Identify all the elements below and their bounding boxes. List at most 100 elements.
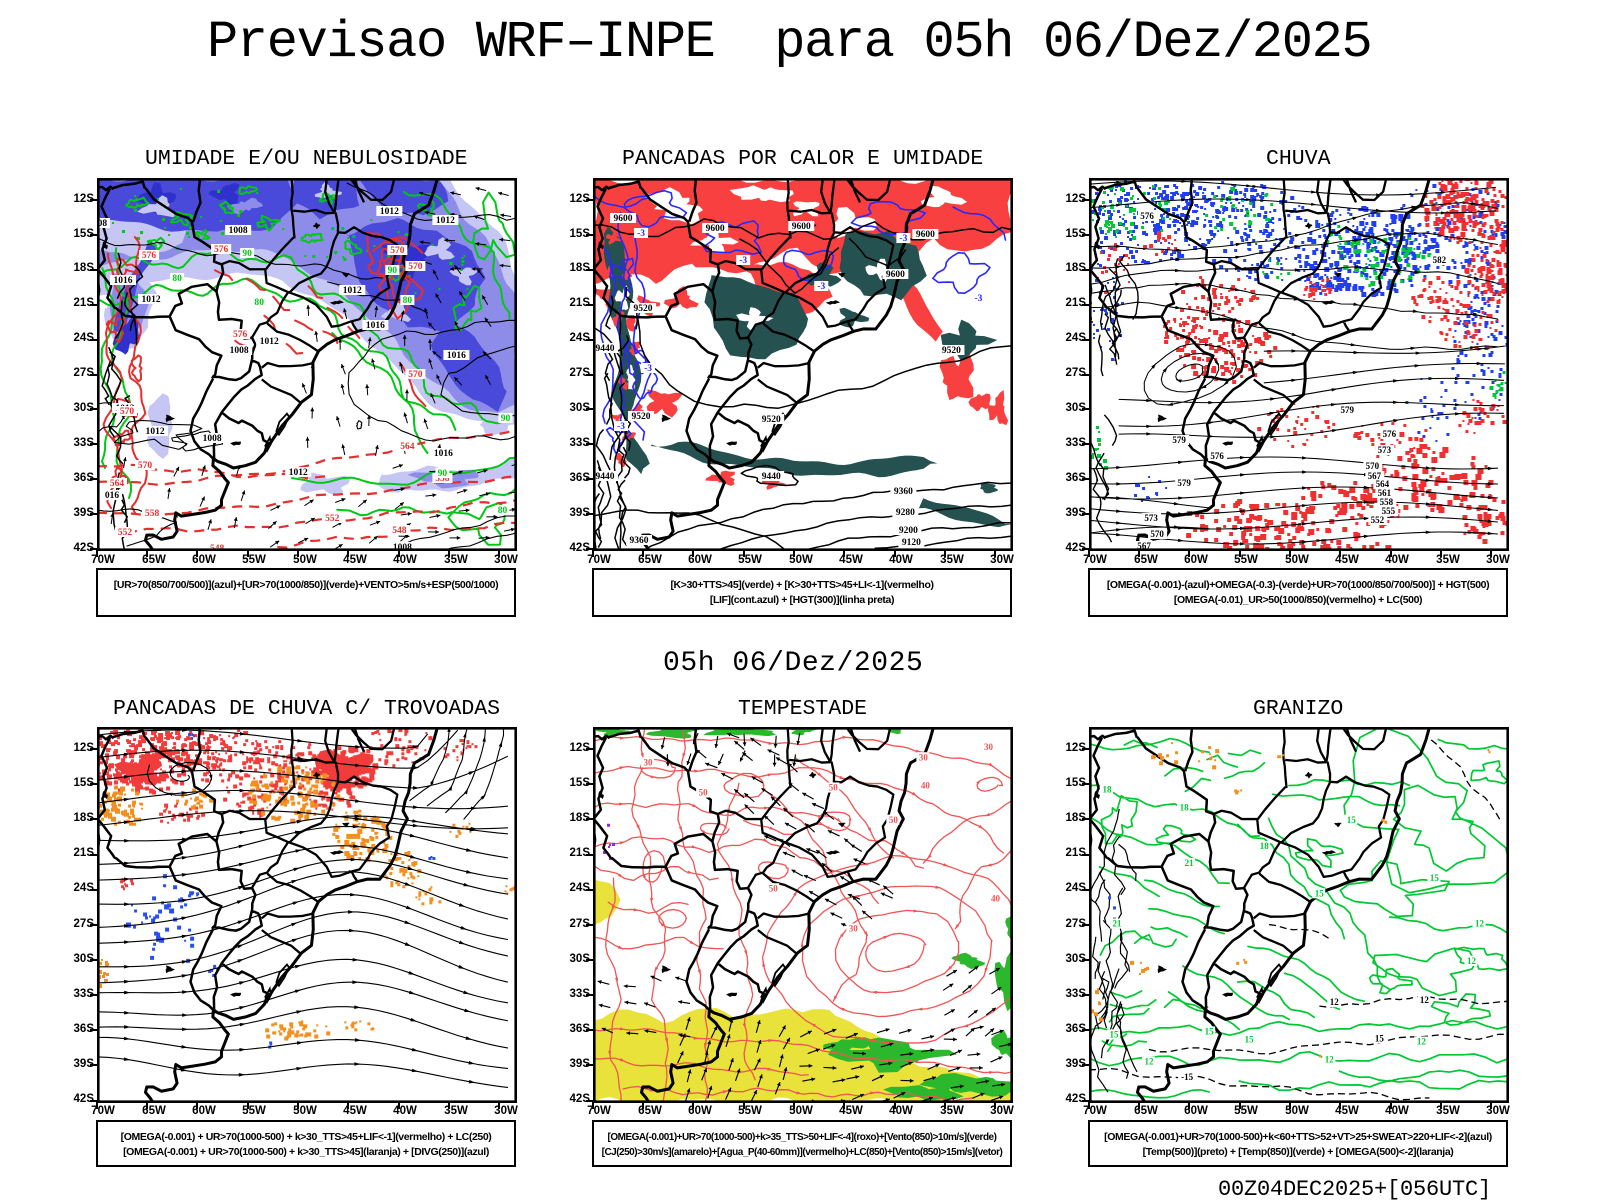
- svg-text:1008: 1008: [202, 434, 221, 444]
- svg-text:40: 40: [920, 780, 929, 790]
- svg-text:50: 50: [768, 883, 777, 893]
- svg-text:570: 570: [408, 262, 423, 272]
- svg-text:552: 552: [325, 514, 340, 524]
- svg-text:12: 12: [1329, 997, 1338, 1007]
- svg-text:552: 552: [1370, 515, 1384, 525]
- svg-text:561: 561: [1377, 488, 1391, 498]
- svg-text:21: 21: [1184, 858, 1193, 868]
- svg-text:15: 15: [1109, 1029, 1118, 1039]
- svg-text:579: 579: [1172, 435, 1186, 445]
- svg-text:15: 15: [1346, 814, 1355, 824]
- svg-text:576: 576: [1140, 211, 1154, 221]
- svg-text:558: 558: [435, 474, 450, 484]
- svg-text:30: 30: [918, 752, 927, 762]
- svg-text:548: 548: [392, 526, 407, 536]
- svg-text:15: 15: [1244, 1034, 1253, 1044]
- svg-text:12: 12: [1324, 1054, 1333, 1064]
- svg-text:50: 50: [888, 814, 897, 824]
- svg-text:18: 18: [1259, 840, 1268, 850]
- svg-text:-3: -3: [644, 364, 652, 374]
- svg-text:576: 576: [214, 245, 229, 255]
- svg-text:18: 18: [1102, 784, 1111, 794]
- svg-text:576: 576: [1382, 429, 1396, 439]
- svg-text:1016: 1016: [446, 351, 465, 361]
- svg-text:80: 80: [254, 298, 264, 308]
- svg-text:576: 576: [141, 251, 156, 261]
- svg-text:1012: 1012: [342, 286, 361, 296]
- svg-text:12: 12: [1466, 955, 1475, 965]
- svg-text:15: 15: [1314, 888, 1323, 898]
- svg-text:18: 18: [1179, 802, 1188, 812]
- svg-text:12: 12: [1416, 1036, 1425, 1046]
- svg-text:9280: 9280: [895, 508, 914, 518]
- svg-text:1012: 1012: [259, 337, 278, 347]
- svg-text:573: 573: [1377, 445, 1391, 455]
- svg-text:570: 570: [1150, 529, 1164, 539]
- svg-text:579: 579: [1340, 405, 1354, 415]
- svg-text:-3: -3: [739, 256, 747, 266]
- svg-text:552: 552: [117, 528, 132, 538]
- svg-text:564: 564: [400, 442, 415, 452]
- svg-text:80: 80: [172, 274, 182, 284]
- svg-text:9440: 9440: [761, 472, 780, 482]
- svg-text:12: 12: [1144, 1056, 1153, 1066]
- svg-text:1008: 1008: [392, 543, 411, 551]
- svg-text:9120: 9120: [901, 538, 920, 548]
- svg-text:9600: 9600: [613, 214, 632, 224]
- svg-text:9600: 9600: [705, 224, 724, 234]
- svg-text:582: 582: [1432, 255, 1446, 265]
- svg-text:-3: -3: [974, 294, 982, 304]
- svg-text:576: 576: [233, 330, 248, 340]
- svg-text:9440: 9440: [595, 344, 614, 354]
- svg-text:564: 564: [1375, 479, 1389, 489]
- svg-text:12: 12: [1419, 995, 1428, 1005]
- svg-text:30: 30: [983, 742, 992, 752]
- svg-text:9520: 9520: [633, 304, 652, 314]
- svg-text:573: 573: [1144, 513, 1158, 523]
- svg-text:90: 90: [437, 469, 447, 479]
- svg-text:1016: 1016: [433, 449, 452, 459]
- svg-text:570: 570: [137, 461, 152, 471]
- svg-text:564: 564: [109, 479, 124, 489]
- svg-text:1008: 1008: [228, 226, 247, 236]
- svg-text:1012: 1012: [435, 216, 454, 226]
- svg-text:9360: 9360: [893, 487, 912, 497]
- svg-text:008: 008: [97, 219, 107, 229]
- svg-text:50: 50: [698, 787, 707, 797]
- svg-text:15: 15: [1429, 873, 1438, 883]
- svg-text:1012: 1012: [141, 295, 160, 305]
- svg-text:50: 50: [828, 782, 837, 792]
- svg-text:016: 016: [104, 491, 119, 501]
- svg-text:90: 90: [500, 414, 510, 424]
- svg-text:9600: 9600: [915, 230, 934, 240]
- svg-text:12: 12: [1474, 918, 1483, 928]
- svg-text:90: 90: [387, 266, 397, 276]
- svg-text:80: 80: [497, 506, 507, 516]
- svg-text:-3: -3: [899, 234, 907, 244]
- svg-text:9440: 9440: [595, 472, 614, 482]
- svg-text:-3: -3: [637, 229, 645, 239]
- svg-text:-3: -3: [817, 282, 825, 292]
- svg-text:9600: 9600: [791, 222, 810, 232]
- svg-text:570: 570: [119, 407, 134, 417]
- svg-text:1016: 1016: [365, 321, 384, 331]
- svg-text:90: 90: [242, 249, 252, 259]
- svg-text:579: 579: [1177, 478, 1191, 488]
- svg-text:9200: 9200: [898, 526, 917, 536]
- svg-text:1008: 1008: [229, 346, 248, 356]
- svg-text:30: 30: [848, 923, 857, 933]
- svg-text:576: 576: [1210, 451, 1224, 461]
- svg-text:9520: 9520: [761, 415, 780, 425]
- svg-text:30: 30: [643, 757, 652, 767]
- svg-text:570: 570: [390, 246, 405, 256]
- svg-text:40: 40: [990, 893, 999, 903]
- svg-text:1012: 1012: [288, 468, 307, 478]
- svg-text:570: 570: [1365, 461, 1379, 471]
- svg-text:9360: 9360: [629, 536, 648, 546]
- svg-text:1012: 1012: [379, 207, 398, 217]
- svg-text:80: 80: [402, 296, 412, 306]
- svg-text:9520: 9520: [631, 412, 650, 422]
- svg-text:-15: -15: [1181, 1071, 1193, 1081]
- svg-text:1012: 1012: [145, 427, 164, 437]
- svg-text:-3: -3: [617, 422, 625, 432]
